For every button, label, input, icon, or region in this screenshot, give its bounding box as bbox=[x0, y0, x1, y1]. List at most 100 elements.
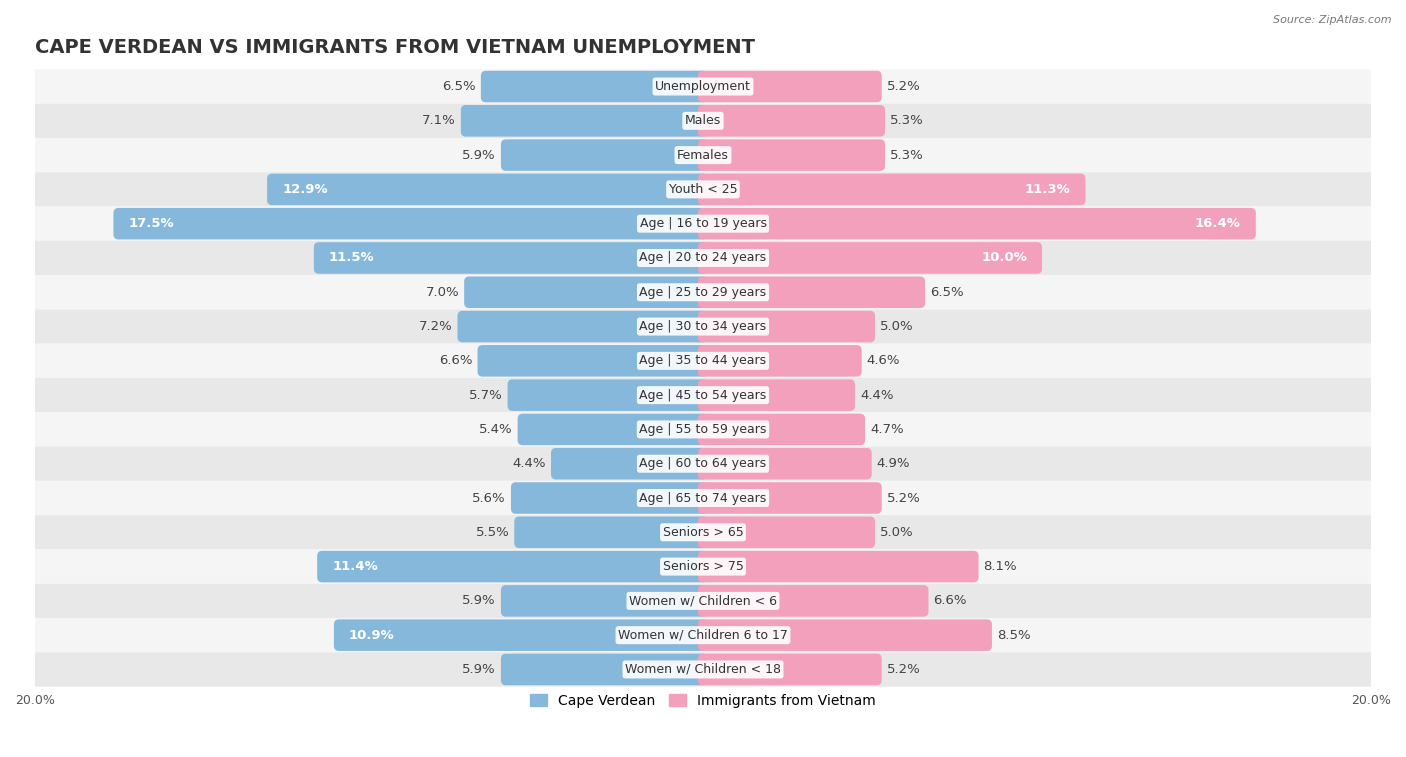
Text: 4.4%: 4.4% bbox=[513, 457, 546, 470]
FancyBboxPatch shape bbox=[464, 276, 709, 308]
Text: 6.5%: 6.5% bbox=[443, 80, 475, 93]
Text: 5.2%: 5.2% bbox=[887, 663, 921, 676]
Text: 5.5%: 5.5% bbox=[475, 526, 509, 539]
Text: 5.9%: 5.9% bbox=[463, 148, 496, 161]
FancyBboxPatch shape bbox=[510, 482, 709, 514]
FancyBboxPatch shape bbox=[697, 482, 882, 514]
Text: 7.2%: 7.2% bbox=[419, 320, 453, 333]
Text: Females: Females bbox=[678, 148, 728, 161]
FancyBboxPatch shape bbox=[697, 276, 925, 308]
Text: 5.9%: 5.9% bbox=[463, 663, 496, 676]
Text: Age | 16 to 19 years: Age | 16 to 19 years bbox=[640, 217, 766, 230]
FancyBboxPatch shape bbox=[697, 551, 979, 582]
FancyBboxPatch shape bbox=[501, 585, 709, 617]
FancyBboxPatch shape bbox=[35, 138, 1371, 173]
FancyBboxPatch shape bbox=[35, 104, 1371, 138]
Text: 5.3%: 5.3% bbox=[890, 148, 924, 161]
Text: 16.4%: 16.4% bbox=[1195, 217, 1240, 230]
FancyBboxPatch shape bbox=[697, 379, 855, 411]
FancyBboxPatch shape bbox=[333, 619, 709, 651]
Text: 5.3%: 5.3% bbox=[890, 114, 924, 127]
FancyBboxPatch shape bbox=[697, 448, 872, 479]
Text: 5.0%: 5.0% bbox=[880, 526, 914, 539]
FancyBboxPatch shape bbox=[697, 242, 1042, 274]
FancyBboxPatch shape bbox=[697, 516, 875, 548]
FancyBboxPatch shape bbox=[35, 413, 1371, 447]
FancyBboxPatch shape bbox=[267, 173, 709, 205]
FancyBboxPatch shape bbox=[697, 105, 884, 136]
Text: 5.0%: 5.0% bbox=[880, 320, 914, 333]
Text: 11.5%: 11.5% bbox=[329, 251, 374, 264]
Text: 17.5%: 17.5% bbox=[128, 217, 174, 230]
FancyBboxPatch shape bbox=[35, 207, 1371, 241]
FancyBboxPatch shape bbox=[35, 173, 1371, 207]
Text: Age | 55 to 59 years: Age | 55 to 59 years bbox=[640, 423, 766, 436]
FancyBboxPatch shape bbox=[35, 241, 1371, 275]
Text: Age | 35 to 44 years: Age | 35 to 44 years bbox=[640, 354, 766, 367]
FancyBboxPatch shape bbox=[697, 654, 882, 685]
FancyBboxPatch shape bbox=[508, 379, 709, 411]
FancyBboxPatch shape bbox=[697, 70, 882, 102]
Text: Age | 45 to 54 years: Age | 45 to 54 years bbox=[640, 388, 766, 402]
Text: CAPE VERDEAN VS IMMIGRANTS FROM VIETNAM UNEMPLOYMENT: CAPE VERDEAN VS IMMIGRANTS FROM VIETNAM … bbox=[35, 38, 755, 57]
FancyBboxPatch shape bbox=[35, 447, 1371, 481]
Text: 4.7%: 4.7% bbox=[870, 423, 904, 436]
FancyBboxPatch shape bbox=[114, 208, 709, 239]
FancyBboxPatch shape bbox=[35, 653, 1371, 687]
Text: 8.5%: 8.5% bbox=[997, 628, 1031, 642]
FancyBboxPatch shape bbox=[501, 139, 709, 171]
FancyBboxPatch shape bbox=[35, 584, 1371, 618]
Legend: Cape Verdean, Immigrants from Vietnam: Cape Verdean, Immigrants from Vietnam bbox=[524, 689, 882, 714]
Text: Unemployment: Unemployment bbox=[655, 80, 751, 93]
FancyBboxPatch shape bbox=[501, 654, 709, 685]
FancyBboxPatch shape bbox=[314, 242, 709, 274]
FancyBboxPatch shape bbox=[35, 70, 1371, 104]
Text: 6.6%: 6.6% bbox=[934, 594, 967, 607]
FancyBboxPatch shape bbox=[697, 345, 862, 377]
FancyBboxPatch shape bbox=[697, 139, 884, 171]
FancyBboxPatch shape bbox=[697, 173, 1085, 205]
Text: 5.4%: 5.4% bbox=[479, 423, 513, 436]
FancyBboxPatch shape bbox=[35, 618, 1371, 653]
Text: 7.1%: 7.1% bbox=[422, 114, 456, 127]
Text: Seniors > 65: Seniors > 65 bbox=[662, 526, 744, 539]
Text: Women w/ Children < 18: Women w/ Children < 18 bbox=[626, 663, 780, 676]
Text: 11.3%: 11.3% bbox=[1025, 183, 1070, 196]
FancyBboxPatch shape bbox=[478, 345, 709, 377]
Text: Women w/ Children < 6: Women w/ Children < 6 bbox=[628, 594, 778, 607]
Text: Age | 65 to 74 years: Age | 65 to 74 years bbox=[640, 491, 766, 504]
FancyBboxPatch shape bbox=[35, 378, 1371, 413]
Text: 4.4%: 4.4% bbox=[860, 388, 893, 402]
FancyBboxPatch shape bbox=[697, 619, 993, 651]
Text: 6.6%: 6.6% bbox=[439, 354, 472, 367]
FancyBboxPatch shape bbox=[35, 550, 1371, 584]
Text: 4.9%: 4.9% bbox=[877, 457, 910, 470]
Text: Source: ZipAtlas.com: Source: ZipAtlas.com bbox=[1274, 15, 1392, 25]
FancyBboxPatch shape bbox=[461, 105, 709, 136]
FancyBboxPatch shape bbox=[515, 516, 709, 548]
FancyBboxPatch shape bbox=[457, 311, 709, 342]
FancyBboxPatch shape bbox=[697, 413, 865, 445]
FancyBboxPatch shape bbox=[35, 516, 1371, 550]
Text: 5.6%: 5.6% bbox=[472, 491, 506, 504]
FancyBboxPatch shape bbox=[318, 551, 709, 582]
Text: 5.9%: 5.9% bbox=[463, 594, 496, 607]
Text: 10.9%: 10.9% bbox=[349, 628, 395, 642]
FancyBboxPatch shape bbox=[517, 413, 709, 445]
FancyBboxPatch shape bbox=[697, 311, 875, 342]
FancyBboxPatch shape bbox=[481, 70, 709, 102]
Text: 10.0%: 10.0% bbox=[981, 251, 1026, 264]
Text: 8.1%: 8.1% bbox=[984, 560, 1017, 573]
Text: 12.9%: 12.9% bbox=[283, 183, 328, 196]
Text: 5.7%: 5.7% bbox=[468, 388, 502, 402]
Text: Age | 25 to 29 years: Age | 25 to 29 years bbox=[640, 285, 766, 299]
Text: Women w/ Children 6 to 17: Women w/ Children 6 to 17 bbox=[619, 628, 787, 642]
Text: Seniors > 75: Seniors > 75 bbox=[662, 560, 744, 573]
Text: Males: Males bbox=[685, 114, 721, 127]
Text: Youth < 25: Youth < 25 bbox=[669, 183, 737, 196]
FancyBboxPatch shape bbox=[697, 208, 1256, 239]
Text: 5.2%: 5.2% bbox=[887, 491, 921, 504]
Text: 4.6%: 4.6% bbox=[866, 354, 900, 367]
Text: 11.4%: 11.4% bbox=[332, 560, 378, 573]
FancyBboxPatch shape bbox=[35, 344, 1371, 378]
